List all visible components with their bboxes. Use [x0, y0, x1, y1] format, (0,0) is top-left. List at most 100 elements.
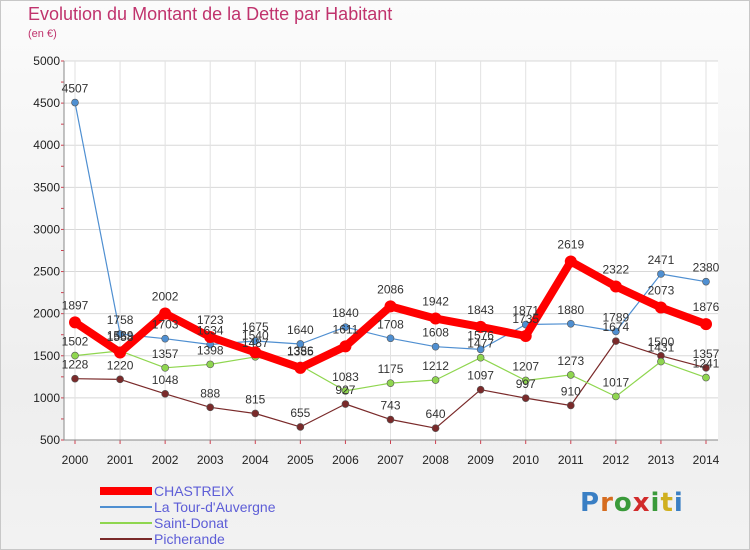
- data-label: 910: [561, 384, 581, 398]
- x-tick-label: 2014: [693, 453, 720, 467]
- series-point: [431, 342, 440, 351]
- legend-label: CHASTREIX: [154, 483, 235, 499]
- series-point: [566, 319, 575, 328]
- series-point: [116, 330, 124, 338]
- data-label: 1477: [467, 337, 494, 351]
- data-label: 1871: [512, 304, 539, 318]
- data-label: 1634: [197, 323, 224, 337]
- series-point: [71, 98, 79, 107]
- series-point: [476, 345, 485, 354]
- series-point: [702, 364, 710, 372]
- series-point: [657, 357, 665, 366]
- series-point: [566, 401, 575, 410]
- series-point: [251, 409, 260, 418]
- data-label: 1357: [152, 347, 179, 361]
- data-label: 2322: [603, 263, 630, 277]
- legend-label: Saint-Donat: [154, 515, 228, 531]
- series-point: [296, 340, 305, 348]
- data-label: 1897: [62, 298, 89, 312]
- series-point: [609, 280, 622, 293]
- data-label: 1398: [197, 343, 224, 357]
- series-point: [702, 373, 710, 382]
- data-label: 1500: [648, 335, 675, 349]
- series-point: [386, 334, 395, 343]
- series-point: [654, 301, 667, 314]
- data-label: 4507: [62, 82, 89, 96]
- legend-swatch: [100, 522, 152, 524]
- y-tick-label: 2000: [33, 307, 60, 321]
- data-label: 1097: [467, 369, 494, 383]
- data-label: 1675: [242, 320, 269, 334]
- series-point: [161, 364, 169, 372]
- x-tick-label: 2013: [648, 453, 675, 467]
- logo-letter: o: [613, 488, 633, 518]
- data-label: 1083: [332, 370, 359, 384]
- y-tick-label: 3000: [33, 222, 60, 236]
- series-point: [429, 312, 442, 325]
- y-tick-label: 1500: [33, 349, 60, 363]
- x-tick-label: 2012: [603, 453, 630, 467]
- y-tick-label: 500: [40, 433, 60, 447]
- series-point: [476, 353, 485, 362]
- x-tick-label: 2000: [62, 453, 89, 467]
- data-label: 2380: [693, 261, 720, 275]
- data-label: 1758: [107, 313, 134, 327]
- data-label: 2073: [648, 284, 675, 298]
- data-label: 1876: [693, 300, 720, 314]
- data-label: 1502: [62, 335, 89, 349]
- data-label: 1539: [107, 328, 134, 342]
- data-label: 1385: [287, 344, 314, 358]
- data-label: 640: [426, 407, 446, 421]
- series-point: [204, 330, 217, 343]
- y-tick-label: 1000: [33, 391, 60, 405]
- data-label: 1880: [557, 303, 584, 317]
- data-label: 997: [516, 377, 536, 391]
- y-tick-label: 5000: [33, 54, 60, 68]
- data-label: 1175: [378, 362, 404, 376]
- series-point: [566, 371, 575, 379]
- data-label: 2471: [648, 253, 675, 267]
- legend-swatch: [100, 487, 152, 495]
- data-label: 1357: [693, 347, 720, 361]
- data-label: 1356: [287, 344, 314, 358]
- legend: CHASTREIX La Tour-d'Auvergne Saint-Donat Pi…: [100, 483, 276, 547]
- series-point: [519, 329, 532, 342]
- x-tick-label: 2010: [512, 453, 539, 467]
- series-point: [521, 394, 530, 402]
- series-point: [476, 385, 485, 394]
- legend-swatch: [100, 506, 152, 508]
- series-point: [69, 316, 81, 329]
- x-tick-label: 2003: [197, 453, 224, 467]
- legend-item: La Tour-d'Auvergne: [100, 499, 276, 515]
- data-label: 815: [245, 392, 265, 406]
- series-point: [564, 255, 577, 268]
- series-point: [341, 400, 350, 408]
- series-point: [71, 351, 79, 360]
- data-label: 1212: [422, 359, 449, 373]
- series-point: [702, 277, 710, 286]
- series-point: [386, 379, 395, 387]
- x-tick-label: 2007: [377, 453, 404, 467]
- series-point: [339, 340, 352, 353]
- legend-label: Picherande: [154, 531, 225, 547]
- data-label: 888: [200, 386, 220, 400]
- series-point: [249, 346, 262, 359]
- series-point: [341, 387, 350, 395]
- x-tick-label: 2004: [242, 453, 269, 467]
- x-tick-label: 2001: [107, 453, 134, 467]
- x-tick-label: 2002: [152, 453, 179, 467]
- data-label: 2619: [557, 238, 584, 252]
- logo-letter: P: [580, 488, 601, 518]
- x-tick-label: 2005: [287, 453, 314, 467]
- data-label: 655: [290, 406, 310, 420]
- series-point: [431, 424, 440, 433]
- series-point: [116, 375, 124, 384]
- data-label: 1576: [467, 328, 494, 342]
- series-point: [294, 361, 307, 374]
- data-label: 1241: [693, 357, 720, 371]
- x-tick-label: 2006: [332, 453, 359, 467]
- data-label: 1942: [422, 295, 449, 309]
- legend-label: La Tour-d'Auvergne: [154, 499, 276, 515]
- data-label: 1608: [422, 326, 449, 340]
- logo-letter: i: [650, 488, 661, 518]
